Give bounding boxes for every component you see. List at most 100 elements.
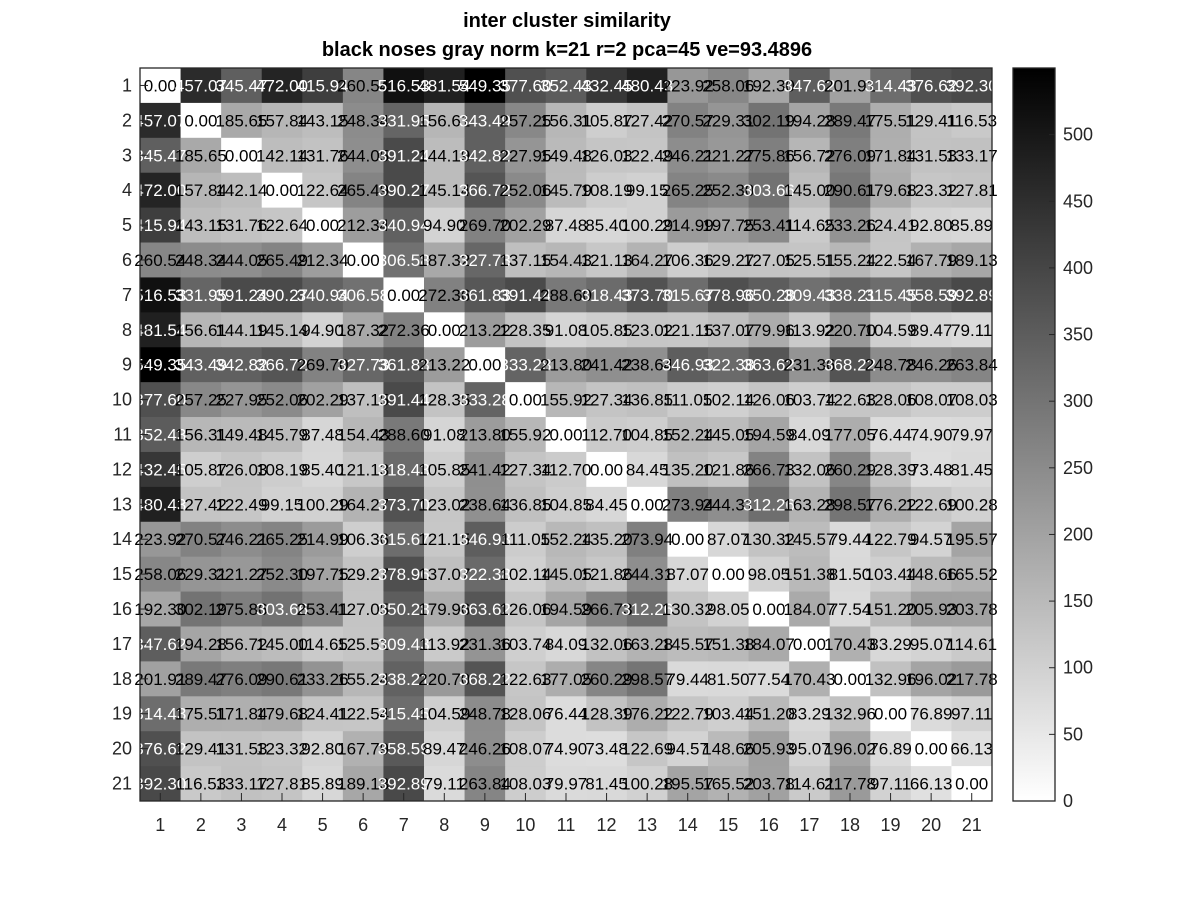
heatmap-cell: [302, 137, 344, 174]
cell-value-label: 272.36: [378, 321, 430, 340]
heatmap-cell: [789, 661, 831, 697]
heatmap-cell: [586, 277, 628, 313]
cell-value-label: 77.54: [748, 670, 791, 689]
cell-value-label: 252.30: [256, 565, 308, 584]
heatmap-cell: [708, 696, 749, 732]
cell-value-label: 246.21: [662, 146, 714, 165]
cell-value-label: 260.54: [337, 76, 389, 95]
heatmap-cell: [626, 382, 668, 418]
heatmap-cell: [748, 102, 790, 139]
cell-value-label: 376.62: [905, 76, 957, 95]
cell-value-label: 89.47: [423, 740, 466, 759]
cell-value-label: 246.26: [459, 740, 511, 759]
cell-value-label: 79.11: [424, 775, 465, 794]
heatmap-cell: [829, 661, 871, 697]
cell-value-label: 377.60: [134, 391, 186, 410]
cell-value-label: 189.13: [337, 775, 389, 794]
cell-value-label: 333.28: [499, 356, 551, 375]
heatmap-cell: [261, 347, 303, 383]
heatmap-cell: [302, 102, 344, 139]
heatmap-cell: [261, 102, 303, 139]
heatmap-cell: [180, 417, 222, 453]
heatmap-cell: [180, 68, 222, 104]
cell-value-label: 194.59: [540, 600, 592, 619]
cell-value-label: 352.43: [134, 426, 186, 445]
cell-value-label: 195.57: [662, 775, 714, 794]
heatmap-cell: [180, 102, 222, 139]
cell-value-label: 156.31: [175, 426, 227, 445]
heatmap-cell: [910, 277, 952, 313]
heatmap-cell: [302, 556, 344, 592]
cell-value-label: 125.51: [783, 251, 835, 270]
heatmap-cell: [951, 451, 993, 488]
heatmap-cell: [748, 207, 790, 243]
heatmap-cell: [748, 417, 790, 453]
cell-value-label: 0.00: [144, 76, 177, 95]
heatmap-cell: [464, 626, 506, 662]
x-axis-ticks: 1 2 3 4 5 6 7 8 9 10 11 12 13 14 15 16 17 18 19 20 21: [155, 793, 982, 835]
cell-value-label: 132.06: [783, 460, 835, 479]
heatmap-cell: [829, 382, 871, 418]
cell-value-label: 136.85: [499, 495, 551, 514]
heatmap-cell: [586, 207, 628, 243]
colorbar-tick-label: 250: [1063, 458, 1093, 478]
heatmap-cell: [910, 521, 952, 558]
x-tick-label: 4: [277, 815, 287, 835]
cell-value-label: 327.73: [337, 356, 389, 375]
heatmap-cell: [302, 626, 344, 662]
heatmap-cell: [708, 277, 749, 313]
cell-value-label: 132.96: [824, 705, 876, 724]
heatmap-cell: [424, 277, 465, 313]
x-tick-label: 18: [840, 815, 860, 835]
heatmap-cell: [870, 661, 912, 697]
cell-value-label: 156.61: [418, 111, 470, 130]
cell-value-label: 0.00: [874, 705, 907, 724]
cell-value-label: 322.38: [702, 356, 754, 375]
heatmap-cell: [870, 556, 912, 592]
heatmap-cell: [424, 521, 465, 558]
cell-value-label: 155.24: [824, 251, 876, 270]
cell-value-label: 265.49: [337, 181, 389, 200]
heatmap-cell: [424, 242, 465, 278]
cell-value-label: 106.36: [662, 251, 714, 270]
cell-value-label: 327.73: [459, 251, 511, 270]
cell-value-label: 108.07: [905, 391, 957, 410]
heatmap-cell: [829, 347, 871, 383]
heatmap-cell: [829, 556, 871, 592]
heatmap-cell: [951, 661, 993, 697]
heatmap-cell: [545, 661, 587, 697]
cell-value-label: 392.89: [946, 286, 998, 305]
heatmap-cell: [626, 242, 668, 278]
heatmap-cell: [464, 556, 506, 592]
heatmap-cell: [870, 207, 912, 243]
cell-value-label: 76.44: [545, 705, 588, 724]
heatmap-cell: [708, 382, 749, 418]
heatmap-cell: [505, 417, 547, 453]
heatmap-cell: [464, 102, 506, 139]
cell-value-label: 331.95: [175, 286, 227, 305]
heatmap-cell: [626, 312, 668, 348]
heatmap-cell: [505, 556, 547, 592]
cell-value-label: 340.94: [297, 286, 349, 305]
heatmap-cell: [342, 382, 384, 418]
heatmap-cell: [951, 137, 993, 174]
heatmap-cell: [505, 451, 547, 488]
heatmap-cell: [505, 68, 547, 104]
cell-value-label: 241.42: [459, 460, 511, 479]
cell-value-label: 390.27: [256, 286, 308, 305]
heatmap-cell: [626, 207, 668, 243]
x-tick-label: 8: [439, 815, 449, 835]
cell-value-label: 347.62: [134, 635, 186, 654]
cell-value-label: 269.70: [297, 356, 349, 375]
heatmap-cell: [951, 172, 993, 209]
cell-value-label: 376.62: [134, 740, 186, 759]
cell-value-label: 145.57: [662, 635, 714, 654]
cell-value-label: 145.57: [783, 530, 835, 549]
heatmap-cell: [261, 172, 303, 209]
heatmap-cell: [342, 417, 384, 453]
heatmap-cell: [951, 382, 993, 418]
heatmap-cell: [302, 731, 344, 767]
cell-value-label: 131.76: [215, 216, 267, 235]
heatmap-cell: [180, 207, 222, 243]
heatmap-cell: [586, 242, 628, 278]
